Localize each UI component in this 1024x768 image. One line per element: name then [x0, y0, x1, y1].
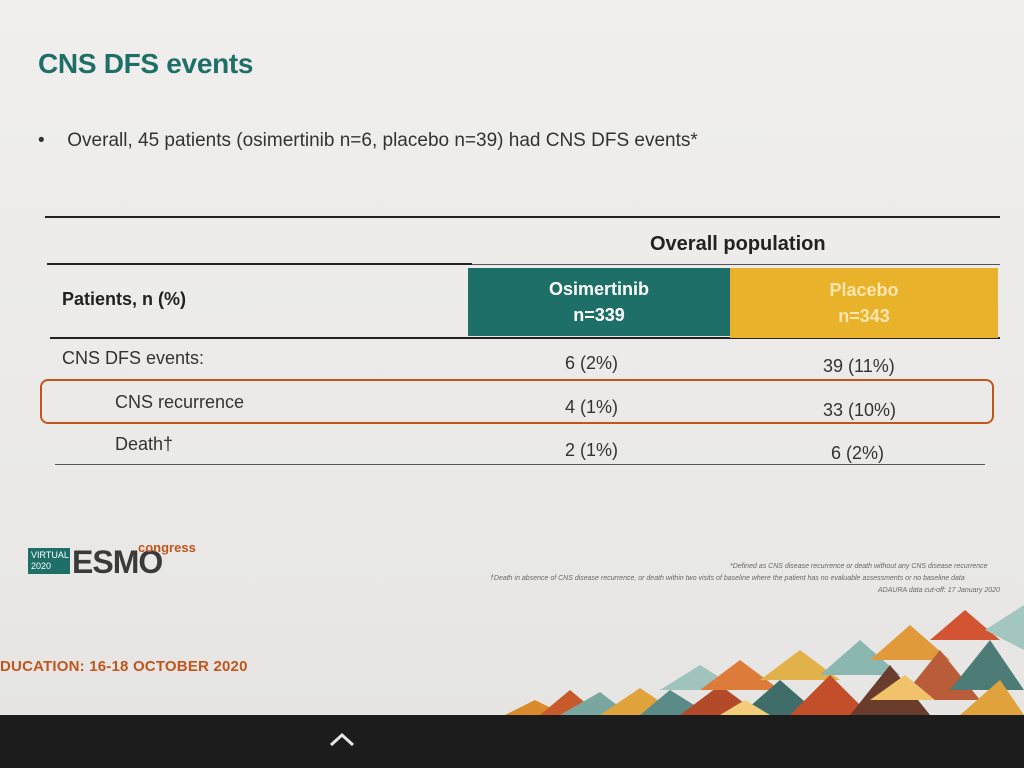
column-n: n=343 [838, 306, 890, 326]
row-label-cns-dfs-events: CNS DFS events: [62, 348, 205, 368]
table-top-rule [45, 216, 1000, 218]
column-header-osimertinib: Osimertinib n=339 [468, 268, 730, 336]
cell-placebo: 39 (11%) [823, 356, 895, 376]
footnote: *Defined as CNS disease recurrence or de… [730, 563, 988, 570]
cell-placebo: 6 (2%) [831, 443, 885, 463]
row-label-death: Death† [115, 434, 174, 454]
table-header-bottom-rule [50, 337, 1000, 339]
cell-osimertinib: 2 (1%) [565, 440, 619, 460]
cell-placebo: 33 (10%) [823, 400, 897, 420]
chevron-up-icon[interactable] [327, 729, 357, 751]
highlight-box [40, 379, 994, 424]
logo-suffix: congress [138, 540, 196, 555]
column-n: n=339 [573, 305, 625, 325]
bullet-dot-icon: • [38, 130, 45, 151]
logo-brand: ESMO [72, 544, 163, 580]
group-header-rule [470, 264, 1000, 265]
virtual-badge: VIRTUAL 2020 [28, 548, 70, 574]
table-header-rule-left [47, 263, 472, 265]
bullet-point: • Overall, 45 patients (osimertinib n=6,… [38, 130, 698, 152]
education-banner: DUCATION: 16-18 OCTOBER 2020 [0, 658, 248, 675]
slide-title: CNS DFS events [38, 48, 254, 79]
decorative-triangles [505, 605, 1024, 715]
cell-osimertinib: 4 (1%) [565, 397, 619, 417]
column-name: Osimertinib [548, 279, 650, 299]
column-name: Placebo [829, 280, 899, 300]
presentation-slide: CNS DFS events • Overall, 45 patients (o… [0, 0, 1024, 715]
footnote: †Death in absence of CNS disease recurre… [490, 575, 965, 582]
column-header-placebo: Placebo n=343 [730, 268, 998, 338]
row-label-cns-recurrence: CNS recurrence [115, 392, 245, 412]
row-header: Patients, n (%) [62, 289, 187, 309]
taskbar [0, 715, 1024, 768]
footnote: ADAURA data cut-off: 17 January 2020 [878, 587, 1000, 594]
group-header: Overall population [650, 233, 826, 255]
bullet-text: Overall, 45 patients (osimertinib n=6, p… [67, 130, 698, 151]
table-bottom-rule [55, 464, 985, 465]
cell-osimertinib: 6 (2%) [565, 353, 619, 373]
